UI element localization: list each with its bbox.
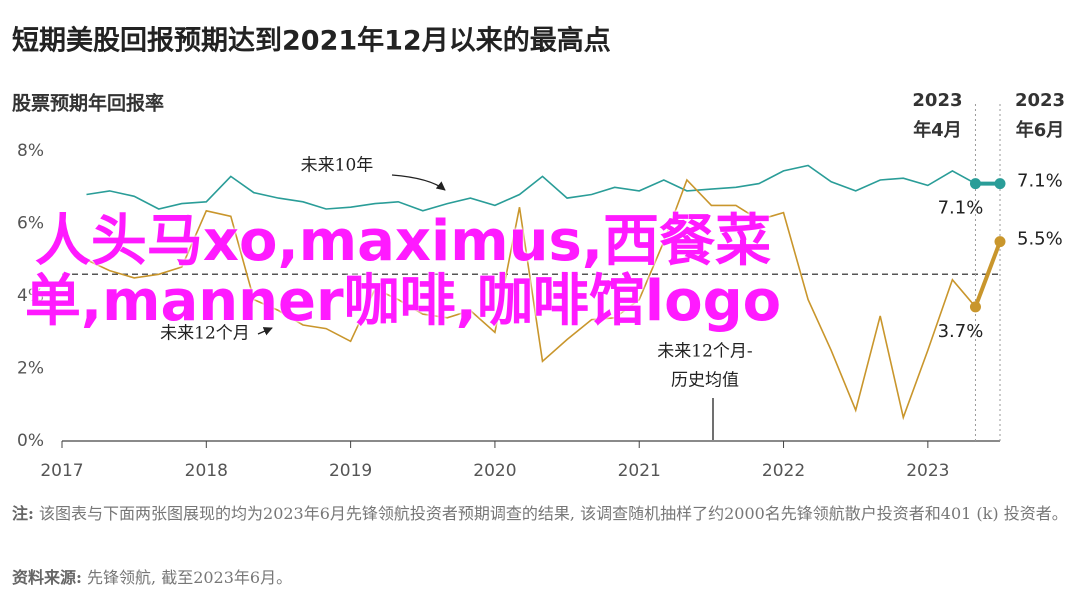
note-label: 注: [12, 504, 34, 523]
x-tick-label: 2019 [329, 461, 372, 481]
series-label: 未来12个月 [160, 324, 250, 344]
point-marker [969, 301, 981, 313]
y-tick-label: 6% [17, 214, 44, 234]
y-tick-label: 0% [17, 431, 44, 451]
chart: 短期美股回报预期达到2021年12月以来的最高点 股票预期年回报率 0% 2% 4%… [12, 25, 1065, 482]
value-label: 7.1% [938, 198, 984, 219]
y-axis-title: 股票预期年回报率 [12, 92, 164, 115]
value-label: 3.7% [938, 321, 984, 342]
annotation-arrow [391, 174, 446, 191]
date-label: 2023 [912, 90, 962, 111]
series-line [86, 178, 1001, 421]
mean-line-label: 历史均值 [671, 371, 739, 391]
source: 资料来源: 先锋领航, 截至2023年6月。 [12, 564, 1070, 591]
note-text: 该图表与下面两张图展现的均为2023年6月先锋领航投资者预期调查的结果, 该调查… [39, 504, 1068, 523]
point-marker [969, 178, 981, 190]
series-label: 未来10年 [301, 156, 374, 176]
point-marker [994, 178, 1006, 190]
x-tick-label: 2023 [906, 461, 949, 481]
x-tick-label: 2017 [40, 461, 83, 481]
date-label: 年4月 [913, 119, 962, 141]
source-text: 先锋领航, 截至2023年6月。 [87, 568, 293, 587]
x-tick-label: 2018 [185, 461, 228, 481]
value-label: 5.5% [1017, 229, 1063, 250]
x-tick-label: 2020 [473, 461, 516, 481]
value-label: 7.1% [1017, 171, 1063, 192]
x-tick-label: 2022 [762, 461, 805, 481]
date-label: 2023 [1015, 90, 1065, 111]
source-label: 资料来源: [12, 568, 82, 587]
y-tick-label: 4% [17, 286, 44, 306]
x-tick-label: 2021 [618, 461, 661, 481]
overlay-text: 人头马xo,maximus,西餐菜单,manner咖啡,咖啡馆logo [24, 209, 782, 334]
series-line [86, 164, 1000, 212]
mean-line-label: 未来12个月- [657, 342, 752, 362]
note: 注: 该图表与下面两张图展现的均为2023年6月先锋领航投资者预期调查的结果, … [12, 500, 1070, 527]
annotation-arrow [257, 327, 273, 336]
highlight-segment [973, 240, 1002, 308]
date-label: 年6月 [1016, 119, 1065, 141]
y-tick-label: 8% [17, 141, 44, 161]
point-marker [994, 236, 1006, 248]
y-tick-label: 2% [17, 359, 44, 379]
chart-title: 短期美股回报预期达到2021年12月以来的最高点 [12, 25, 611, 57]
